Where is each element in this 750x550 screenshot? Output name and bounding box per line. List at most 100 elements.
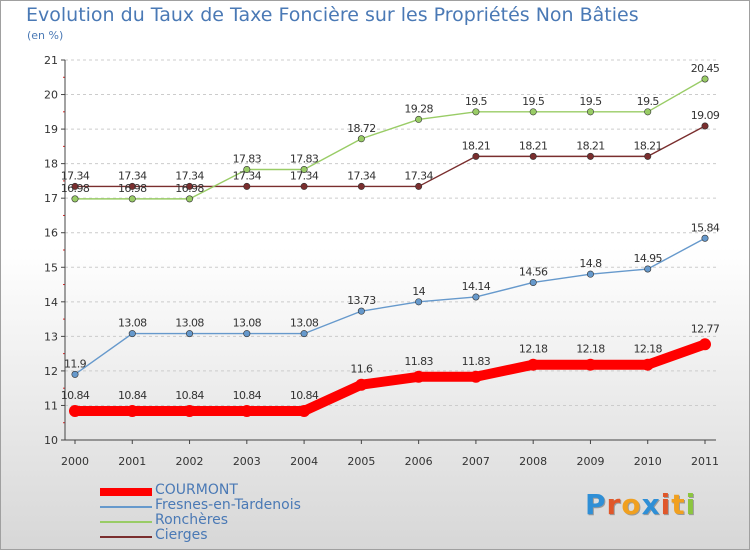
y-tick-label: 21: [44, 54, 58, 67]
legend-swatch: [100, 506, 152, 508]
data-label: 19.5: [637, 95, 660, 108]
x-tick-label: 2004: [290, 455, 318, 468]
data-label: 17.34: [404, 169, 433, 182]
data-label: 17.34: [233, 169, 262, 182]
data-point: [529, 278, 537, 286]
data-label: 16.98: [61, 182, 90, 195]
series-line-ronch-res: [74, 78, 706, 200]
data-point: [472, 293, 480, 301]
data-label: 11.83: [462, 355, 491, 368]
data-point: [128, 195, 136, 203]
series-line-cierges: [74, 125, 706, 188]
y-tick-label: 17: [44, 192, 58, 205]
legend-swatch: [100, 536, 152, 538]
data-point: [300, 330, 308, 338]
x-tick-label: 2005: [347, 455, 375, 468]
data-point: [584, 358, 597, 371]
data-point: [586, 152, 594, 160]
data-label: 12.77: [691, 322, 720, 335]
chart-subtitle: (en %): [27, 29, 64, 42]
data-label: 15.84: [691, 221, 720, 234]
data-label: 19.09: [691, 109, 720, 122]
data-point: [529, 108, 537, 116]
data-label: 17.83: [290, 153, 319, 166]
data-point: [243, 182, 251, 190]
legend-label: COURMONT: [155, 482, 238, 498]
x-tick-label: 2008: [519, 455, 547, 468]
data-point: [415, 298, 423, 306]
data-point: [529, 152, 537, 160]
data-point: [701, 234, 709, 242]
data-point: [586, 270, 594, 278]
data-point: [243, 166, 251, 174]
y-tick-label: 12: [44, 365, 58, 378]
data-point: [186, 182, 194, 190]
data-point: [128, 330, 136, 338]
data-label: 12.18: [633, 343, 662, 356]
y-tick-label: 13: [44, 330, 58, 343]
legend-label: Fresnes-en-Tardenois: [155, 497, 301, 513]
chart-title: Evolution du Taux de Taxe Foncière sur l…: [26, 4, 639, 26]
data-point: [415, 182, 423, 190]
data-label: 11.6: [350, 363, 373, 376]
legend-swatch: [100, 488, 152, 496]
data-label: 17.34: [347, 169, 376, 182]
data-label: 17.34: [61, 169, 90, 182]
data-label: 17.34: [175, 169, 204, 182]
legend-label: Ronchères: [155, 512, 229, 528]
data-point: [186, 330, 194, 338]
data-point: [701, 75, 709, 83]
data-point: [240, 404, 253, 417]
x-tick-label: 2006: [405, 455, 433, 468]
data-label: 17.34: [290, 169, 319, 182]
data-point: [300, 166, 308, 174]
data-point: [701, 122, 709, 130]
logo-letter: o: [621, 488, 642, 521]
data-label: 14.56: [519, 265, 548, 278]
data-point: [300, 182, 308, 190]
data-label: 10.84: [61, 389, 90, 402]
data-label: 17.83: [233, 153, 262, 166]
data-point: [357, 182, 365, 190]
data-label: 10.84: [118, 389, 147, 402]
y-tick-label: 10: [44, 434, 58, 447]
data-label: 16.98: [175, 182, 204, 195]
y-tick-label: 16: [44, 227, 58, 240]
data-point: [472, 108, 480, 116]
data-label: 10.84: [290, 389, 319, 402]
data-point: [126, 404, 139, 417]
data-point: [355, 378, 368, 391]
y-tick-label: 11: [44, 399, 58, 412]
data-point: [186, 195, 194, 203]
data-point: [298, 404, 311, 417]
data-label: 11.83: [404, 355, 433, 368]
data-label: 10.84: [175, 389, 204, 402]
data-point: [71, 370, 79, 378]
data-label: 17.34: [118, 169, 147, 182]
data-label: 14.8: [579, 257, 602, 270]
data-label: 18.21: [462, 139, 491, 152]
x-tick-label: 2007: [462, 455, 490, 468]
data-point: [243, 330, 251, 338]
y-tick-label: 14: [44, 296, 58, 309]
proxiti-logo: Proxiti: [585, 488, 696, 521]
axes: 10 11 12 13 14 15 16 17 18 19 20 21 2000 2001 2002 2003…: [44, 54, 719, 468]
data-label: 18.21: [576, 139, 605, 152]
x-tick-label: 2000: [61, 455, 89, 468]
data-label: 19.5: [522, 95, 545, 108]
data-label: 13.08: [175, 317, 204, 330]
data-label: 19.5: [579, 95, 602, 108]
data-point: [469, 370, 482, 383]
data-point: [644, 265, 652, 273]
data-label: 12.18: [519, 343, 548, 356]
data-label: 18.21: [519, 139, 548, 152]
y-tick-label: 19: [44, 123, 58, 136]
data-point: [357, 307, 365, 315]
x-tick-label: 2011: [691, 455, 719, 468]
logo-letter: r: [606, 488, 622, 521]
data-label: 13.08: [118, 317, 147, 330]
data-label: 13.73: [347, 294, 376, 307]
legend-swatch: [100, 521, 152, 523]
